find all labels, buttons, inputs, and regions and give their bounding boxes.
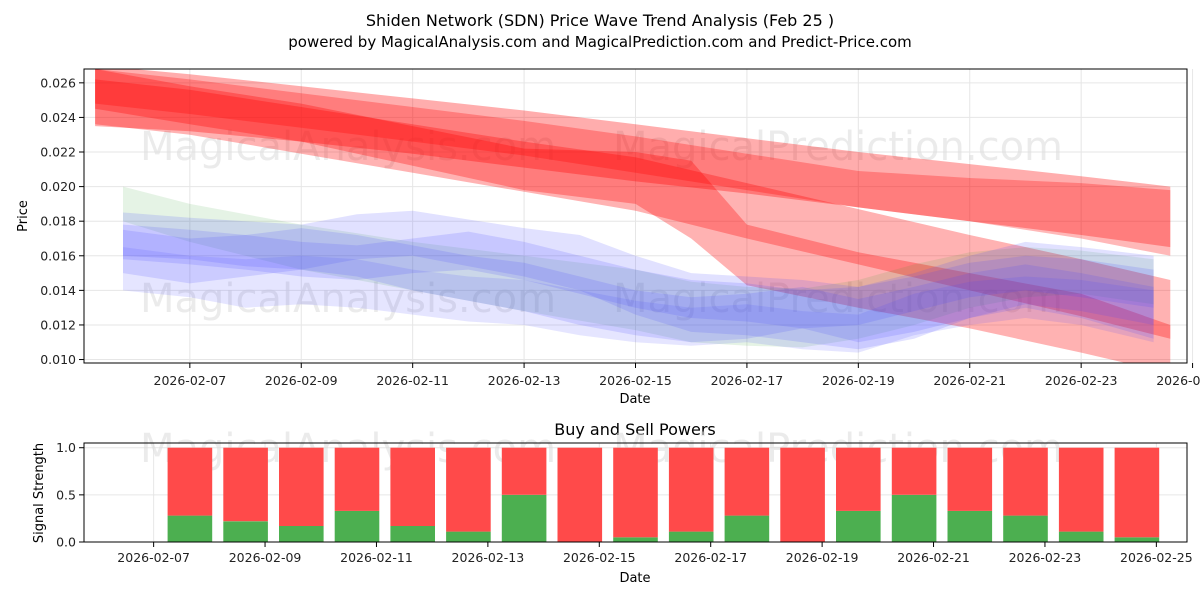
buy-bar — [167, 515, 213, 542]
price-x-tick-label: 2026-02-07 — [154, 373, 227, 388]
sell-bar — [724, 447, 770, 516]
signal-x-tick-label: 2026-02-07 — [117, 550, 190, 565]
price-y-tick-label: 0.012 — [40, 317, 76, 332]
sell-bar — [1058, 447, 1104, 532]
price-y-axis-label: Price — [16, 200, 31, 232]
sell-bar — [668, 447, 714, 532]
buy-bar — [390, 526, 435, 542]
sell-bar — [1003, 447, 1048, 516]
signal-plot: Buy and Sell Powers MagicalAnalysis.com … — [32, 420, 1193, 586]
price-band-red-wave-2 — [95, 79, 1171, 339]
buy-bar — [446, 531, 491, 542]
price-x-tick-label: 2026-02-23 — [1045, 373, 1118, 388]
price-band-blue-wave-3 — [123, 247, 1154, 353]
price-x-tick-label: 2026-02-11 — [376, 373, 449, 388]
price-x-tick-label: 2026-02-19 — [822, 373, 895, 388]
price-x-axis-label: Date — [619, 392, 650, 407]
buy-bar — [1058, 531, 1104, 542]
signal-x-tick-label: 2026-02-21 — [897, 550, 970, 565]
buy-bar — [501, 494, 547, 542]
signal-y-tick-label: 1.0 — [56, 440, 76, 455]
signal-y-tick-label: 0.0 — [56, 535, 76, 550]
buy-bar — [613, 537, 658, 542]
buy-bar — [891, 494, 937, 542]
price-y-ticks: 0.010 0.012 0.014 0.016 0.018 0.020 0.022 0.024… — [40, 75, 84, 367]
sell-bar — [947, 447, 993, 511]
signal-y-tick-label: 0.5 — [56, 487, 76, 502]
price-band-red-wave-4 — [95, 69, 1171, 256]
signal-bars — [167, 447, 1160, 542]
price-band-blue-wave-1 — [123, 210, 1154, 350]
signal-x-ticks: 2026-02-07 2026-02-09 2026-02-11 2026-02-13… — [117, 542, 1193, 565]
signal-x-axis-label: Date — [619, 571, 650, 586]
sell-bar — [891, 447, 937, 495]
sell-bar — [279, 447, 324, 526]
watermark-prediction-top: MagicalPrediction.com — [613, 124, 1063, 170]
sell-bar — [836, 447, 881, 511]
sell-bar — [501, 447, 547, 495]
signal-y-ticks: 0.0 0.5 1.0 — [56, 440, 84, 550]
price-watermarks: MagicalAnalysis.com MagicalPrediction.co… — [140, 124, 1063, 322]
price-band-blue-wave-2 — [123, 228, 1154, 343]
signal-x-tick-label: 2026-02-25 — [1120, 550, 1193, 565]
price-y-tick-label: 0.016 — [40, 248, 76, 263]
signal-x-tick-label: 2026-02-23 — [1009, 550, 1082, 565]
price-x-tick-label: 2026-02-17 — [711, 373, 784, 388]
signal-x-tick-label: 2026-02-11 — [340, 550, 413, 565]
sell-bar — [780, 447, 825, 542]
sell-bar — [557, 447, 603, 542]
signal-x-tick-label: 2026-02-13 — [452, 550, 525, 565]
signal-x-tick-label: 2026-02-17 — [674, 550, 747, 565]
watermark-analysis-mid: MagicalAnalysis.com — [140, 276, 556, 322]
buy-bar — [1003, 515, 1048, 542]
price-y-tick-label: 0.024 — [40, 110, 76, 125]
signal-x-tick-label: 2026-02-15 — [563, 550, 636, 565]
buy-bar — [724, 515, 770, 542]
price-x-tick-label: 2026-02-21 — [933, 373, 1006, 388]
price-x-ticks: 2026-02-07 2026-02-09 2026-02-11 2026-02-13… — [154, 363, 1200, 388]
buy-bar — [1114, 537, 1160, 542]
signal-y-axis-label: Signal Strength — [32, 443, 47, 543]
price-y-tick-label: 0.022 — [40, 145, 76, 160]
signal-chart-title: Buy and Sell Powers — [554, 420, 716, 439]
price-band-blue-wave-4 — [123, 224, 1154, 329]
sell-bar — [223, 447, 268, 522]
main-chart-subtitle: powered by MagicalAnalysis.com and Magic… — [288, 33, 912, 51]
buy-bar — [947, 510, 993, 542]
sell-bar — [446, 447, 491, 532]
price-grid — [84, 69, 1194, 363]
main-chart-title: Shiden Network (SDN) Price Wave Trend An… — [366, 11, 834, 30]
watermark-analysis-top: MagicalAnalysis.com — [140, 124, 556, 170]
sell-bar — [1114, 447, 1160, 538]
price-y-tick-label: 0.014 — [40, 283, 76, 298]
price-x-tick-label: 2026-02-25 — [1156, 373, 1200, 388]
price-plot: MagicalAnalysis.com MagicalPrediction.co… — [16, 68, 1200, 407]
signal-x-tick-label: 2026-02-09 — [229, 550, 302, 565]
watermark-prediction-mid: MagicalPrediction.com — [613, 276, 1063, 322]
price-x-tick-label: 2026-02-09 — [265, 373, 338, 388]
sell-bar — [167, 447, 213, 516]
price-band-green-wave — [123, 186, 1154, 348]
buy-bar — [836, 510, 881, 542]
sell-bar — [334, 447, 380, 511]
sell-bar — [390, 447, 435, 526]
price-x-tick-label: 2026-02-13 — [488, 373, 561, 388]
price-y-tick-label: 0.020 — [40, 179, 76, 194]
price-y-tick-label: 0.026 — [40, 75, 76, 90]
price-x-tick-label: 2026-02-15 — [599, 373, 672, 388]
sell-bar — [613, 447, 658, 538]
price-band-red-wave-1 — [95, 69, 1171, 248]
buy-bar — [668, 531, 714, 542]
price-y-tick-label: 0.018 — [40, 214, 76, 229]
buy-bar — [279, 526, 324, 542]
buy-bar — [334, 510, 380, 542]
price-y-tick-label: 0.010 — [40, 352, 76, 367]
price-wave-bands — [95, 69, 1171, 363]
signal-plot-frame — [83, 442, 1188, 543]
price-band-red-wave-3 — [95, 69, 1171, 363]
signal-x-tick-label: 2026-02-19 — [786, 550, 859, 565]
buy-bar — [223, 521, 268, 542]
